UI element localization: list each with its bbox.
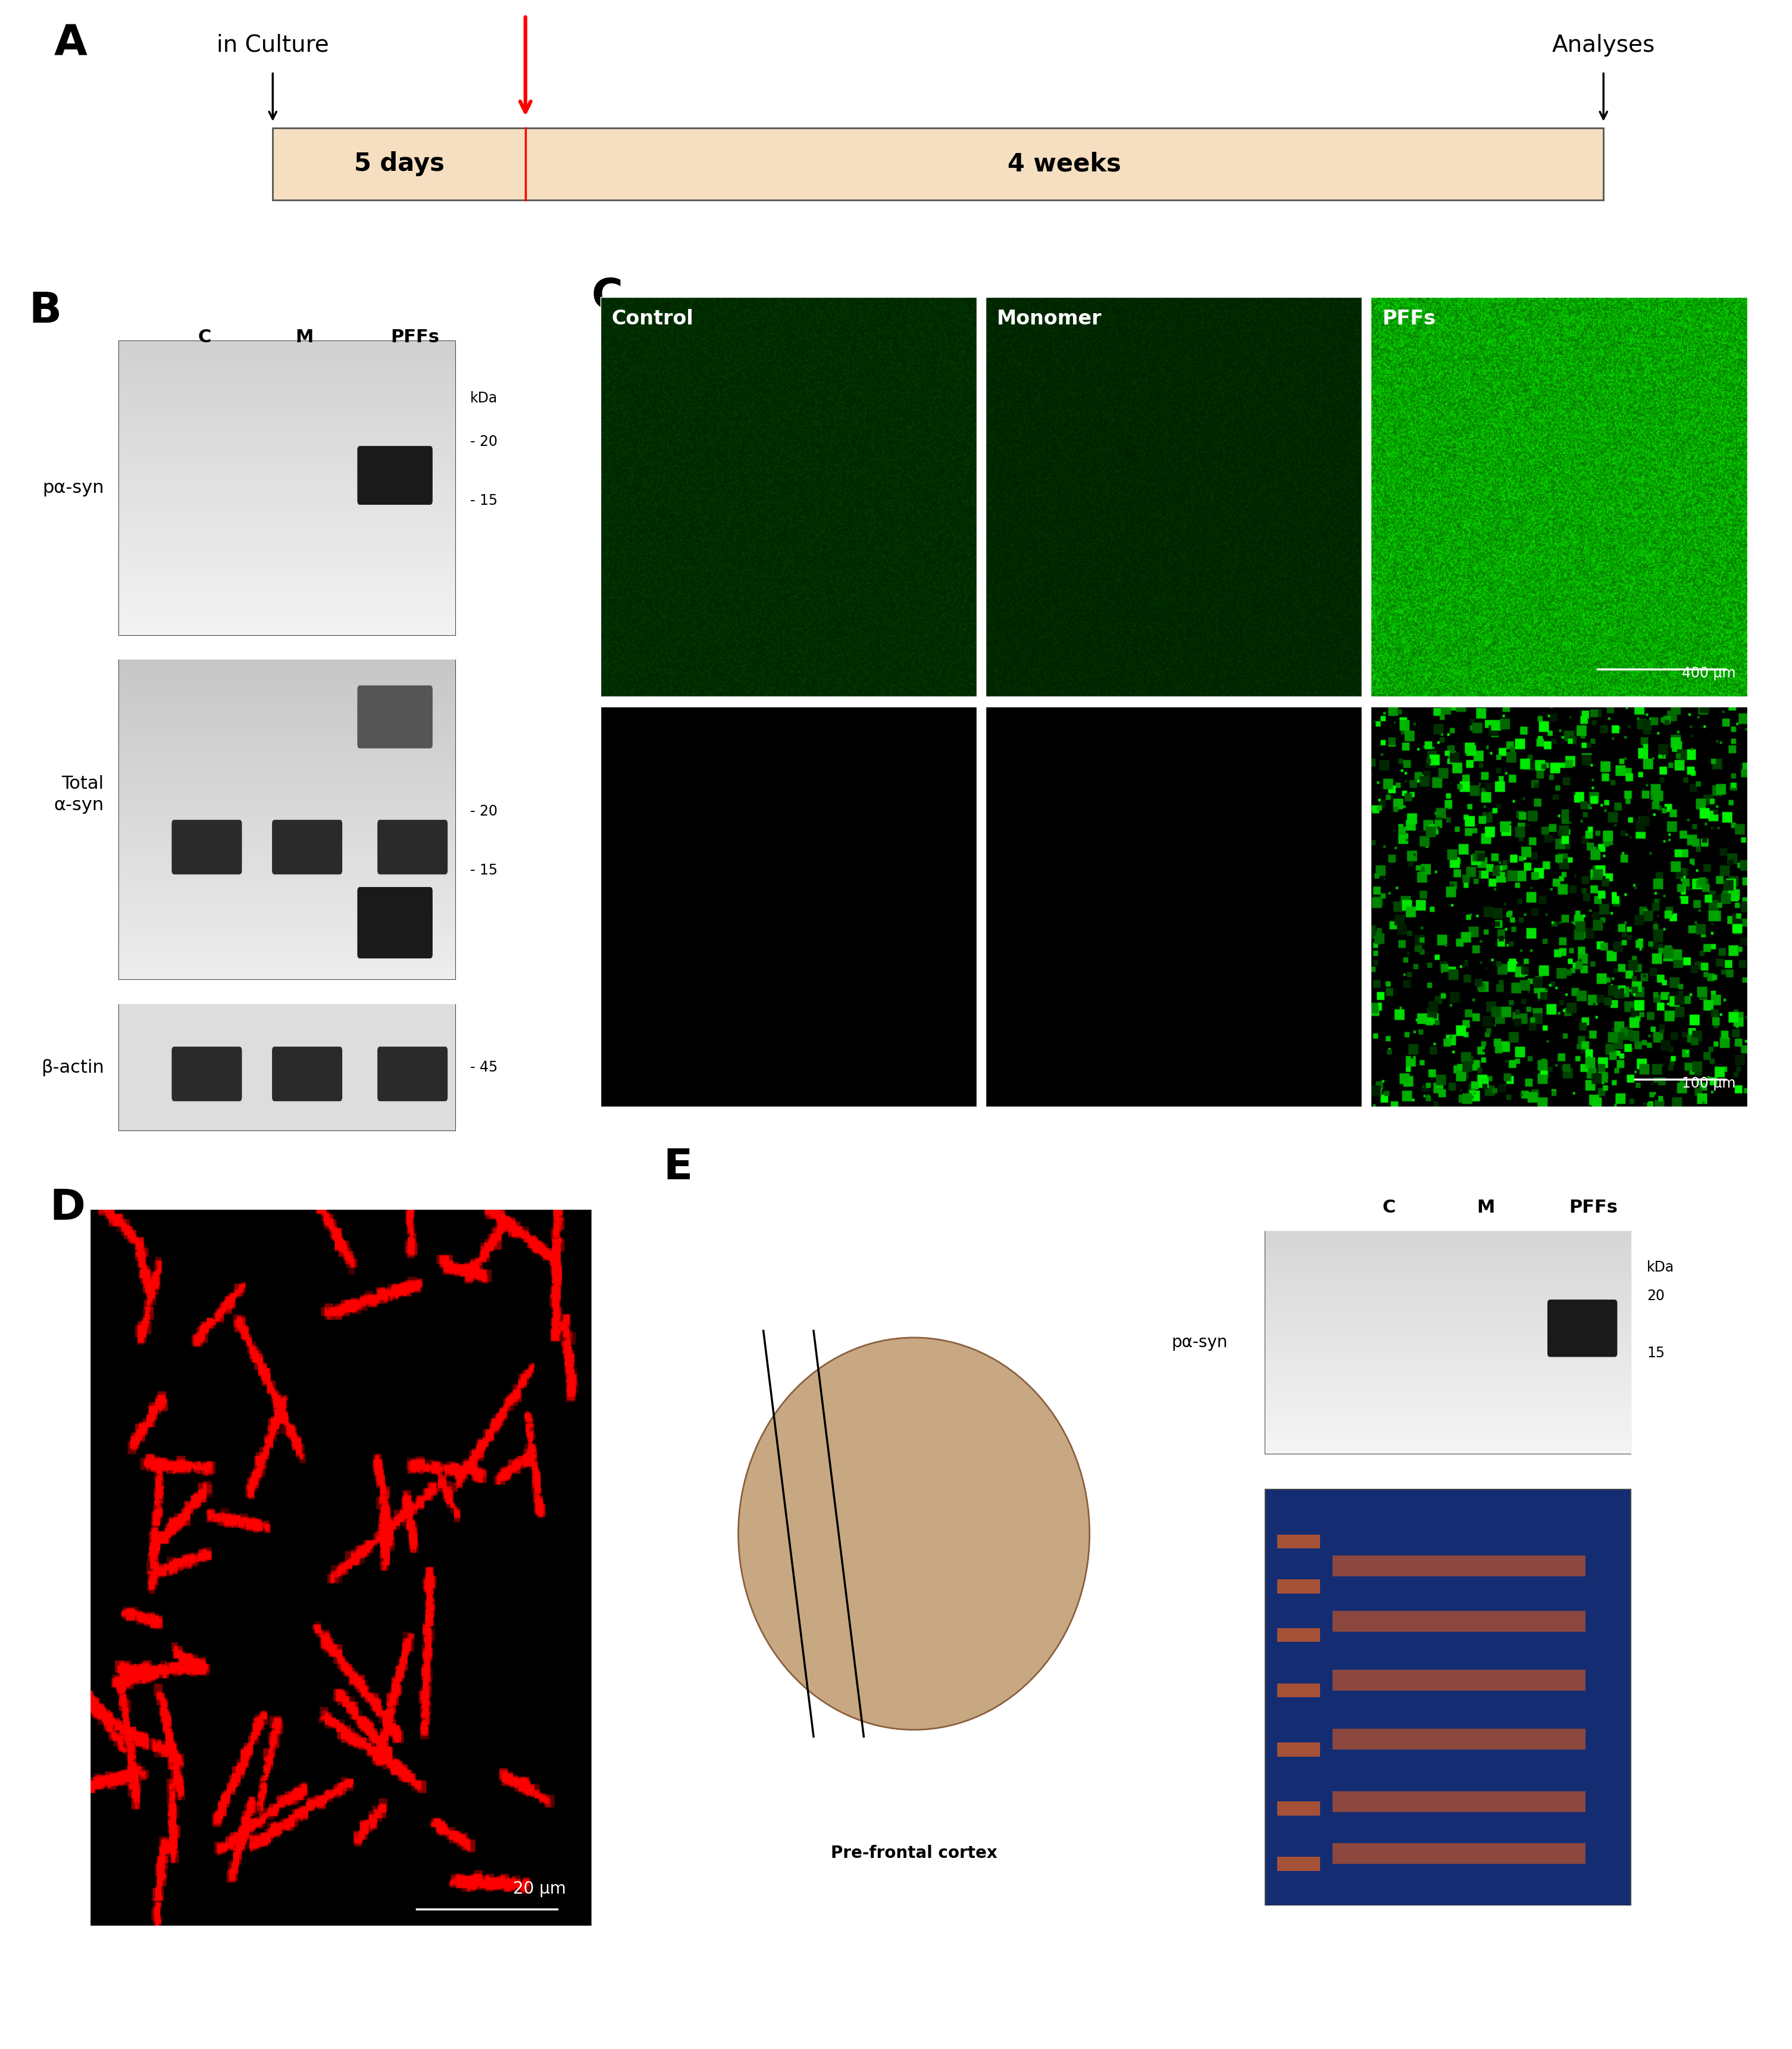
FancyBboxPatch shape	[118, 340, 455, 635]
Text: PFFs: PFFs	[1568, 1199, 1618, 1217]
Text: 4 weeks: 4 weeks	[1007, 152, 1122, 176]
Text: in Culture: in Culture	[217, 33, 330, 57]
Text: D: D	[50, 1186, 86, 1229]
Text: 20: 20	[1647, 1289, 1665, 1303]
FancyBboxPatch shape	[272, 1047, 342, 1100]
Text: E: E	[663, 1147, 692, 1188]
Text: - 15: - 15	[470, 494, 498, 508]
Text: M: M	[1477, 1199, 1495, 1217]
FancyBboxPatch shape	[272, 820, 342, 875]
Text: PFFs: PFFs	[1382, 309, 1435, 328]
Text: Total
α-syn: Total α-syn	[54, 775, 104, 813]
Text: Pre-frontal cortex: Pre-frontal cortex	[831, 1844, 996, 1860]
FancyBboxPatch shape	[118, 660, 455, 979]
Text: A: A	[54, 23, 88, 64]
FancyBboxPatch shape	[357, 447, 432, 504]
Text: C: C	[591, 277, 624, 318]
Text: Control: Control	[611, 309, 694, 328]
Text: M: M	[296, 328, 314, 346]
Text: PFFs: PFFs	[391, 328, 439, 346]
Text: 5 days: 5 days	[353, 152, 444, 176]
Text: 20 μm: 20 μm	[513, 1881, 566, 1897]
Text: 400 μm: 400 μm	[1683, 666, 1736, 680]
Text: kDa: kDa	[470, 391, 498, 406]
Text: - 20: - 20	[470, 805, 498, 818]
FancyBboxPatch shape	[118, 1004, 455, 1131]
FancyBboxPatch shape	[272, 127, 1604, 201]
Text: C: C	[1382, 1199, 1396, 1217]
Text: - 15: - 15	[470, 863, 498, 877]
FancyBboxPatch shape	[172, 820, 242, 875]
Text: Analyses: Analyses	[1552, 33, 1656, 57]
FancyBboxPatch shape	[378, 820, 448, 875]
Text: - 20: - 20	[470, 434, 498, 449]
FancyBboxPatch shape	[357, 684, 432, 748]
Text: β-actin: β-actin	[41, 1059, 104, 1076]
FancyBboxPatch shape	[1265, 1231, 1631, 1455]
Text: 100 μm: 100 μm	[1683, 1076, 1736, 1090]
FancyBboxPatch shape	[1548, 1299, 1618, 1356]
FancyBboxPatch shape	[378, 1047, 448, 1100]
Text: 15: 15	[1647, 1346, 1665, 1361]
Text: pα-syn: pα-syn	[43, 479, 104, 496]
Text: Monomer: Monomer	[996, 309, 1102, 328]
FancyBboxPatch shape	[172, 1047, 242, 1100]
Text: - 45: - 45	[470, 1061, 498, 1076]
Text: pα-syn: pα-syn	[1172, 1334, 1228, 1350]
Text: B: B	[29, 291, 61, 332]
Ellipse shape	[738, 1338, 1090, 1729]
FancyBboxPatch shape	[357, 887, 432, 959]
Text: kDa: kDa	[1647, 1260, 1674, 1274]
Text: C: C	[197, 328, 211, 346]
